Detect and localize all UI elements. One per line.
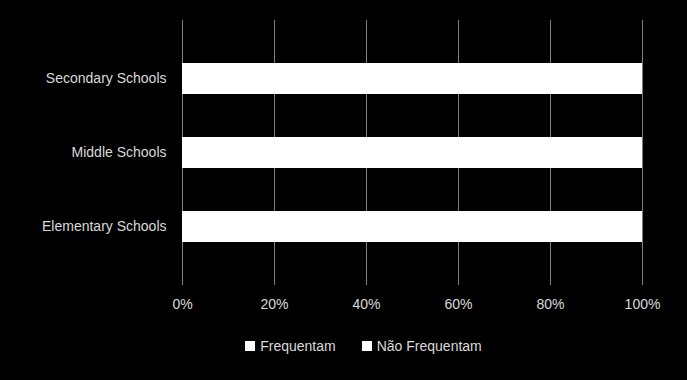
- svg-text:40%: 40%: [352, 296, 380, 312]
- svg-text:Middle Schools: Middle Schools: [72, 144, 167, 160]
- svg-text:20%: 20%: [260, 296, 288, 312]
- html-text:Frequentam: Frequentam: [260, 338, 336, 354]
- svg-text:Elementary Schools: Elementary Schools: [42, 218, 167, 234]
- svg-text:100%: 100%: [625, 296, 661, 312]
- svg-text:Secondary Schools: Secondary Schools: [46, 70, 167, 86]
- svg-text:80%: 80%: [536, 296, 564, 312]
- html-text:Não Frequentam: Não Frequentam: [376, 338, 482, 354]
- svg-text:0%: 0%: [172, 296, 192, 312]
- svg-text:60%: 60%: [444, 296, 472, 312]
